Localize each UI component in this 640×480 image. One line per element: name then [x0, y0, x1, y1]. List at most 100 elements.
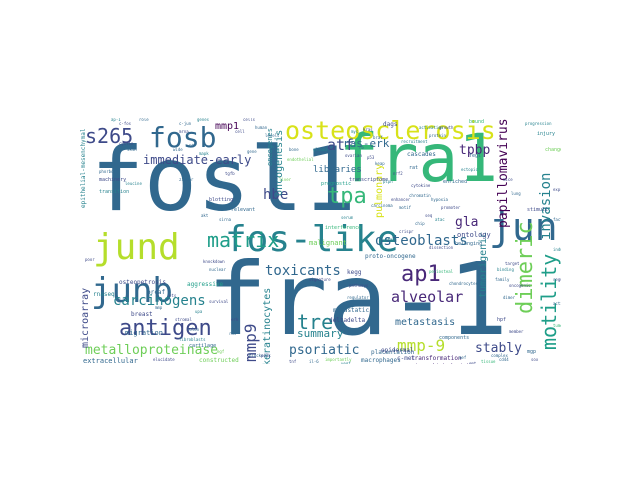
cloud-word: chondrocytes: [449, 281, 478, 286]
cloud-word: blocked: [249, 353, 266, 358]
cloud-word: psoriatic: [289, 343, 360, 358]
word-cloud-canvas: fosl1 fra-1 fra1 jund fos-like junb jun fosb ost…: [79, 118, 561, 364]
cloud-word: skin: [127, 147, 137, 152]
cloud-word: microarray: [80, 287, 91, 348]
cloud-word: lung: [511, 191, 521, 196]
cloud-word: upa: [195, 309, 203, 314]
cloud-word: belonging: [455, 241, 483, 247]
cloud-word: ectopic: [461, 167, 478, 172]
cloud-word: transition: [99, 189, 130, 195]
cloud-word: ap1: [401, 262, 441, 287]
cloud-word: pi3k: [261, 353, 271, 358]
cloud-word: activation: [419, 125, 444, 130]
cloud-word: growth: [439, 125, 454, 130]
cloud-word: prcaf: [147, 289, 166, 296]
cloud-word: factors: [553, 217, 561, 222]
cloud-word: dissection: [429, 245, 454, 250]
cloud-word: role: [139, 118, 149, 122]
cloud-word: jund: [93, 227, 180, 268]
cloud-word: metalloproteinase: [85, 343, 219, 358]
cloud-word: ras-erk: [343, 137, 390, 150]
cloud-word: cells: [243, 118, 256, 122]
cloud-word: summary: [297, 327, 344, 340]
cloud-word: cascades: [407, 151, 436, 158]
cloud-word: expression: [553, 187, 561, 192]
cloud-word: recruitment: [401, 139, 428, 144]
cloud-word: c-met: [397, 355, 416, 362]
cloud-word: proto-oncogene: [365, 253, 416, 260]
cloud-word: binding: [497, 267, 514, 272]
cloud-word: akt: [201, 213, 209, 218]
cloud-word: blotting: [209, 197, 234, 203]
cloud-word: leucine: [125, 181, 142, 186]
cloud-word: complex: [491, 353, 508, 358]
cloud-word: atf: [327, 136, 355, 154]
cloud-word: tissue: [481, 359, 496, 364]
cloud-word: interference: [325, 225, 362, 231]
cloud-word: relevant: [231, 207, 256, 213]
cloud-word: fosl1: [91, 128, 356, 231]
cloud-word: regulation: [553, 277, 561, 282]
cloud-word: genes: [197, 118, 210, 122]
cloud-word: oncogenesis: [274, 129, 285, 196]
cloud-word: mmp-9: [397, 336, 446, 355]
cloud-word: machinery: [99, 177, 127, 183]
cloud-word: levels: [265, 133, 280, 138]
cloud-word: ovarian: [345, 153, 362, 158]
cloud-word: c-fos: [119, 121, 132, 126]
cloud-word: mapk: [199, 151, 209, 156]
cloud-word: wide: [173, 147, 183, 152]
cloud-word: cytokine: [411, 183, 431, 188]
cloud-word: changes: [545, 147, 561, 153]
cloud-word: fra-1: [207, 241, 509, 358]
cloud-word: cartilage: [189, 343, 217, 349]
cloud-word: induced: [553, 247, 561, 252]
cloud-word: bone: [289, 147, 299, 152]
cloud-word: tpa: [327, 184, 367, 209]
cloud-word: zipper: [179, 177, 194, 182]
cloud-word: periosteal: [429, 269, 454, 274]
cloud-word: kras: [363, 127, 373, 132]
cloud-word: dimeric: [513, 221, 538, 314]
cloud-word: egf: [217, 349, 225, 354]
cloud-word: tgfb: [225, 171, 235, 176]
cloud-word: hbe: [263, 187, 289, 203]
cloud-word: dags: [383, 121, 398, 128]
cloud-word: pulmonary: [374, 163, 385, 218]
cloud-word: papillomavirus: [496, 118, 511, 228]
cloud-word: promoter: [441, 205, 461, 210]
cloud-word: fra1: [339, 120, 498, 197]
cloud-word: cell: [235, 129, 245, 134]
cloud-word: macrophages: [361, 357, 401, 364]
cloud-word: mice: [503, 177, 513, 182]
cloud-word: mgp: [527, 349, 537, 355]
cloud-word: kegg: [347, 269, 362, 276]
cloud-word: matrix: [207, 228, 280, 252]
cloud-word: metastatic: [333, 307, 370, 314]
cloud-word: prognostic: [321, 181, 352, 187]
cloud-word: osteopetrosis: [119, 279, 166, 286]
cloud-word: regulator: [347, 295, 369, 300]
cloud-word: rb: [359, 145, 364, 150]
cloud-word: transformation: [411, 355, 462, 362]
cloud-word: stimuli: [527, 207, 549, 213]
cloud-word: atac: [435, 217, 445, 222]
cloud-word: tnf: [289, 359, 297, 364]
cloud-word: transcriptome: [349, 177, 389, 183]
cloud-word: enhancer: [391, 197, 411, 202]
cloud-word: liver: [279, 177, 292, 182]
cloud-word: importantly: [325, 357, 352, 362]
cloud-word: motif: [399, 205, 412, 210]
cloud-word: ras: [229, 331, 237, 336]
cloud-word: nfat: [385, 237, 395, 242]
cloud-word: osteosclerosis: [285, 118, 496, 145]
cloud-word: human: [255, 125, 268, 130]
cloud-word: braf: [373, 135, 383, 140]
cloud-word: rat: [409, 165, 419, 171]
cloud-word: keap: [375, 161, 385, 166]
cloud-word: chromatin: [409, 193, 431, 198]
cloud-word: nuclear: [209, 267, 226, 272]
cloud-word: junb: [91, 271, 173, 311]
cloud-word: mmp: [155, 305, 163, 310]
cloud-word: injury: [537, 131, 556, 137]
